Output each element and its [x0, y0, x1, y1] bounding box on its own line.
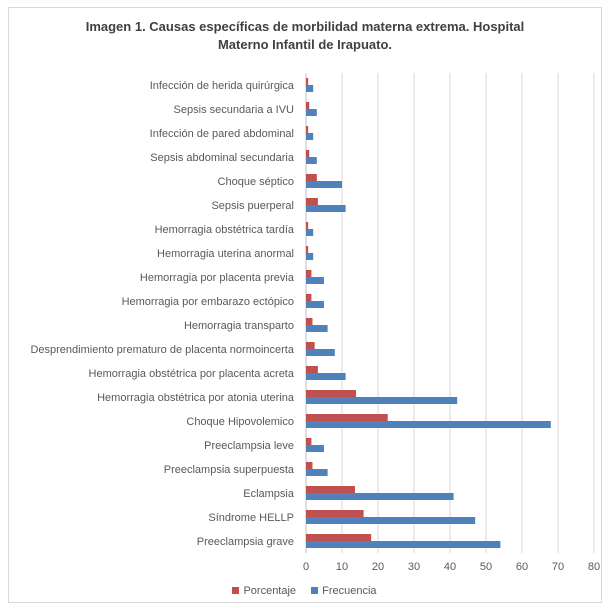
category-label: Hemorragia obstétrica tardía	[155, 224, 295, 236]
bar-frecuencia	[306, 253, 314, 260]
chart-title: Imagen 1. Causas específicas de morbilid…	[60, 18, 550, 54]
bar-frecuencia	[306, 277, 324, 284]
chart-title-line-2: Materno Infantil de Irapuato.	[217, 37, 393, 52]
category-label: Hemorragia por placenta previa	[140, 272, 295, 284]
legend-item-porcentaje: Porcentaje	[232, 585, 296, 597]
bar-frecuencia	[306, 421, 551, 428]
bar-porcentaje	[306, 150, 310, 157]
category-label: Choque Hipovolemico	[186, 416, 294, 428]
bar-porcentaje	[306, 486, 355, 493]
bar-frecuencia	[306, 469, 328, 476]
bar-porcentaje	[306, 462, 313, 469]
bar-frecuencia	[306, 541, 501, 548]
legend-label-porcentaje: Porcentaje	[243, 585, 297, 597]
category-label: Síndrome HELLP	[208, 512, 294, 524]
bar-frecuencia	[306, 205, 346, 212]
x-tick-label: 80	[588, 561, 600, 573]
category-label: Infección de herida quirúrgica	[150, 80, 295, 92]
category-label: Hemorragia obstétrica por atonia uterina	[97, 392, 295, 404]
category-label: Desprendimiento prematuro de placenta no…	[30, 344, 294, 356]
category-label: Eclampsia	[243, 488, 295, 500]
category-label: Preeclampsia leve	[204, 440, 294, 452]
x-tick-label: 50	[480, 561, 492, 573]
bar-frecuencia	[306, 493, 454, 500]
category-label: Hemorragia transparto	[184, 320, 294, 332]
category-label: Sepsis abdominal secundaria	[150, 152, 295, 164]
x-tick-label: 30	[408, 561, 420, 573]
x-tick-label: 40	[444, 561, 456, 573]
bar-porcentaje	[306, 294, 312, 301]
category-label: Hemorragia uterina anormal	[157, 248, 294, 260]
category-label: Preeclampsia grave	[197, 536, 294, 548]
category-label: Infección de pared abdominal	[150, 128, 294, 140]
bar-frecuencia	[306, 157, 317, 164]
category-label: Sepsis secundaria a IVU	[174, 104, 295, 116]
x-tick-label: 60	[516, 561, 528, 573]
chart-title-line-1: Imagen 1. Causas específicas de morbilid…	[85, 19, 525, 34]
legend-item-frecuencia: Frecuencia	[311, 585, 377, 597]
legend-swatch-frecuencia	[311, 586, 319, 594]
bar-porcentaje	[306, 126, 309, 133]
bar-frecuencia	[306, 373, 346, 380]
bar-frecuencia	[306, 133, 314, 140]
bar-porcentaje	[306, 534, 372, 541]
bar-porcentaje	[306, 246, 309, 253]
chart-legend: Porcentaje Frecuencia	[0, 585, 609, 597]
x-tick-label: 0	[303, 561, 309, 573]
x-tick-label: 70	[552, 561, 564, 573]
bar-frecuencia	[306, 325, 328, 332]
bar-porcentaje	[306, 270, 312, 277]
bar-frecuencia	[306, 349, 335, 356]
category-label: Preeclampsia superpuesta	[164, 464, 295, 476]
bar-porcentaje	[306, 174, 317, 181]
category-label: Choque séptico	[218, 176, 294, 188]
bar-porcentaje	[306, 342, 315, 349]
chart-frame	[8, 7, 602, 603]
category-label: Sepsis puerperal	[211, 200, 294, 212]
bar-frecuencia	[306, 301, 324, 308]
bar-porcentaje	[306, 78, 309, 85]
category-label: Hemorragia por embarazo ectópico	[122, 296, 294, 308]
bar-frecuencia	[306, 517, 476, 524]
bar-porcentaje	[306, 366, 318, 373]
bar-porcentaje	[306, 222, 309, 229]
bar-frecuencia	[306, 85, 314, 92]
category-label: Hemorragia obstétrica por placenta acret…	[89, 368, 295, 380]
x-tick-label: 10	[336, 561, 348, 573]
bar-porcentaje	[306, 390, 357, 397]
bar-porcentaje	[306, 318, 313, 325]
bar-porcentaje	[306, 414, 388, 421]
x-tick-label: 20	[372, 561, 384, 573]
legend-swatch-porcentaje	[232, 586, 240, 594]
bar-porcentaje	[306, 510, 364, 517]
bar-porcentaje	[306, 438, 312, 445]
bar-frecuencia	[306, 109, 317, 116]
legend-label-frecuencia: Frecuencia	[322, 585, 377, 597]
bar-porcentaje	[306, 198, 318, 205]
bar-frecuencia	[306, 181, 342, 188]
bar-porcentaje	[306, 102, 310, 109]
bar-frecuencia	[306, 445, 324, 452]
bar-frecuencia	[306, 397, 458, 404]
bar-frecuencia	[306, 229, 314, 236]
